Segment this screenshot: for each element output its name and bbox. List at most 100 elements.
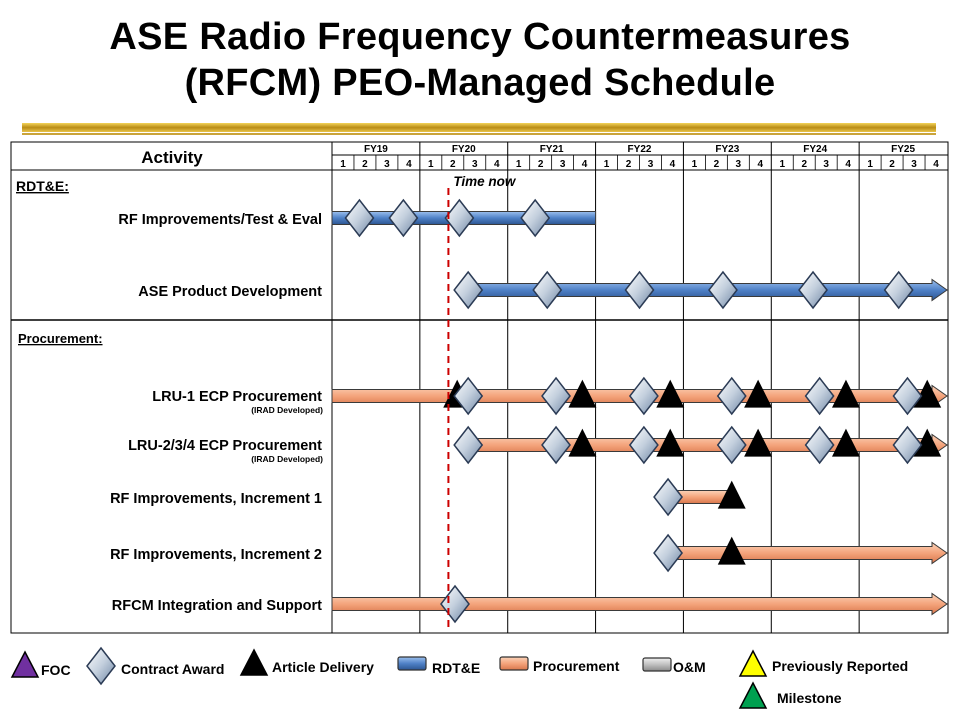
contract-award-marker (453, 270, 484, 310)
article-delivery-marker (568, 379, 597, 408)
contract-award-marker (804, 425, 835, 465)
contract-award-marker (628, 425, 659, 465)
quarter-label: 2 (626, 159, 632, 170)
activity-5-label: RF Improvements, Increment 1 (110, 491, 322, 507)
table-frame (10, 141, 949, 634)
legend-contract-award-label: Contract Award (121, 661, 224, 677)
legend-foc-swatch (10, 650, 40, 678)
quarter-label: 3 (823, 159, 829, 170)
article-delivery-marker (831, 428, 860, 457)
quarter-label: 3 (472, 159, 478, 170)
fy-label-fy23: FY23 (715, 144, 739, 155)
quarter-label: 4 (494, 159, 500, 170)
fy-label-fy20: FY20 (452, 144, 476, 155)
quarter-label: 1 (604, 159, 610, 170)
activity-header: Activity (141, 148, 203, 167)
article-delivery-marker (717, 536, 746, 565)
quarter-label: 1 (428, 159, 434, 170)
article-delivery-marker (568, 428, 597, 457)
legend-rdt-e-label: RDT&E (432, 660, 480, 676)
contract-award-marker (541, 425, 571, 465)
contract-award-marker (716, 425, 747, 465)
contract-award-marker (520, 198, 551, 238)
quarter-label: 3 (648, 159, 654, 170)
legend-o-m-swatch (642, 657, 672, 672)
activity-2-label: ASE Product Development (138, 284, 322, 300)
fy-label-fy19: FY19 (364, 144, 388, 155)
legend-article-delivery-swatch (239, 648, 269, 676)
article-delivery-marker (656, 428, 685, 457)
article-delivery-marker (831, 379, 860, 408)
fy-label-fy24: FY24 (803, 144, 827, 155)
time-now-label: Time now (453, 174, 517, 189)
legend-rdt-e-swatch (397, 656, 427, 671)
quarter-label: 2 (714, 159, 720, 170)
legend-contract-award-swatch (86, 646, 116, 686)
section-label-rdte: RDT&E: (16, 178, 69, 194)
title-line-1: ASE Radio Frequency Countermeasures (109, 16, 851, 58)
quarter-label: 4 (406, 159, 412, 170)
activity-4-sublabel: (IRAD Developed) (251, 454, 323, 464)
activity-4-bar (467, 433, 948, 457)
quarter-label: 1 (867, 159, 873, 170)
article-delivery-marker (744, 379, 773, 408)
activity-6-label: RF Improvements, Increment 2 (110, 547, 322, 563)
contract-award-marker (344, 198, 375, 238)
legend-previously-reported-label: Previously Reported (772, 658, 908, 674)
contract-award-marker (653, 533, 684, 573)
contract-award-marker (653, 477, 684, 517)
contract-award-marker (444, 198, 475, 238)
contract-award-marker (453, 425, 484, 465)
quarter-label: 1 (516, 159, 522, 170)
article-delivery-marker (744, 428, 773, 457)
contract-award-marker (892, 376, 923, 416)
activity-4-label: LRU-2/3/4 ECP Procurement (128, 438, 322, 454)
legend-milestone-swatch (738, 681, 768, 709)
legend-foc-label: FOC (41, 662, 71, 678)
title-divider (22, 123, 936, 132)
quarter-label: 2 (362, 159, 368, 170)
contract-award-marker (440, 584, 470, 624)
article-delivery-marker (656, 379, 685, 408)
contract-award-marker (892, 425, 923, 465)
quarter-label: 3 (384, 159, 390, 170)
quarter-label: 2 (801, 159, 807, 170)
contract-award-marker (804, 376, 835, 416)
contract-award-marker (628, 376, 659, 416)
legend-article-delivery-label: Article Delivery (272, 659, 374, 675)
quarter-label: 4 (758, 159, 764, 170)
quarter-label: 2 (538, 159, 544, 170)
legend-milestone-label: Milestone (777, 690, 842, 706)
quarter-label: 4 (582, 159, 588, 170)
legend-previously-reported-swatch (738, 649, 768, 677)
activity-3-sublabel: (IRAD Developed) (251, 405, 323, 415)
fy-label-fy22: FY22 (628, 144, 652, 155)
contract-award-marker (453, 376, 484, 416)
section-label-procurement: Procurement: (18, 331, 103, 346)
contract-award-marker (716, 376, 747, 416)
activity-7-label: RFCM Integration and Support (112, 598, 322, 614)
contract-award-marker (532, 270, 563, 310)
contract-award-marker (541, 376, 571, 416)
activity-1-label: RF Improvements/Test & Eval (118, 212, 322, 228)
legend-o-m-label: O&M (673, 659, 706, 675)
contract-award-marker (388, 198, 419, 238)
contract-award-marker (883, 270, 914, 310)
quarter-label: 4 (933, 159, 939, 170)
contract-award-marker (708, 270, 738, 310)
quarter-label: 4 (670, 159, 676, 170)
legend-procurement-label: Procurement (533, 658, 620, 674)
quarter-label: 1 (340, 159, 346, 170)
activity-3-label: LRU-1 ECP Procurement (152, 389, 322, 405)
title-divider-shadow (22, 133, 936, 135)
activity-7-bar (331, 592, 948, 616)
quarter-label: 1 (779, 159, 785, 170)
activity-6-bar (667, 541, 948, 565)
quarter-label: 1 (692, 159, 698, 170)
article-delivery-marker (717, 480, 746, 509)
title-line-2: (RFCM) PEO-Managed Schedule (184, 62, 776, 104)
quarter-label: 4 (845, 159, 851, 170)
quarter-label: 3 (736, 159, 742, 170)
quarter-label: 3 (911, 159, 917, 170)
